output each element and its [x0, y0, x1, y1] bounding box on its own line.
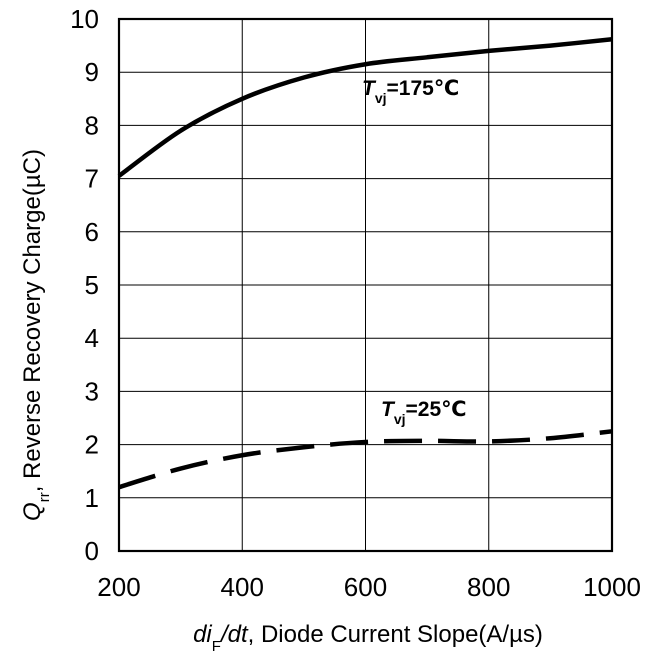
- y-tick-label: 0: [85, 536, 99, 566]
- y-tick-label: 9: [85, 57, 99, 87]
- x-axis-label: diF/dt, Diode Current Slope(A/µs): [193, 621, 543, 654]
- y-tick-label: 8: [85, 110, 99, 140]
- y-tick-label: 6: [85, 217, 99, 247]
- series-label-175-t: T: [362, 77, 377, 100]
- series-label-25-rest: =25℃: [406, 398, 467, 421]
- series-line-0: [117, 36, 613, 178]
- series-label-175: Tvj=175℃: [362, 77, 459, 106]
- x-axis-label-italic-tail: /dt: [219, 621, 249, 648]
- y-axis-label: Qrr, Reverse Recovery Charge(µC): [19, 149, 53, 521]
- x-tick-label: 200: [97, 572, 140, 602]
- x-tick-label: 600: [344, 572, 387, 602]
- y-axis-label-italic: Q: [19, 502, 46, 521]
- y-tick-labels: 0 1 2 3 4 5 6 7 8 9 10: [70, 4, 99, 566]
- series-label-25-sub: vj: [394, 411, 406, 427]
- x-axis-label-italic: di: [193, 621, 212, 648]
- series-label-175-sub: vj: [375, 90, 387, 106]
- series-label-175-rest: =175℃: [387, 77, 460, 100]
- x-tick-labels: 200 400 600 800 1000: [97, 572, 641, 602]
- y-tick-label: 1: [85, 483, 99, 513]
- y-tick-label: 10: [70, 4, 99, 34]
- y-tick-label: 7: [85, 164, 99, 194]
- series-layer: [117, 36, 613, 490]
- y-tick-label: 5: [85, 270, 99, 300]
- x-tick-label: 800: [467, 572, 510, 602]
- y-tick-label: 2: [85, 430, 99, 460]
- x-tick-label: 1000: [583, 572, 641, 602]
- series-line-1: [118, 429, 613, 490]
- y-axis-label-subscript: rr: [36, 492, 53, 502]
- x-axis-label-subscript: F: [212, 638, 221, 654]
- plot-frame: [117, 17, 614, 553]
- series-label-25: Tvj=25℃: [381, 398, 467, 427]
- x-axis-label-rest: , Diode Current Slope(A/µs): [248, 621, 543, 648]
- y-axis-label-rest: , Reverse Recovery Charge(µC): [19, 149, 46, 492]
- y-tick-label: 3: [85, 376, 99, 406]
- x-tick-label: 400: [221, 572, 264, 602]
- series-label-25-t: T: [381, 398, 396, 421]
- y-tick-label: 4: [85, 323, 99, 353]
